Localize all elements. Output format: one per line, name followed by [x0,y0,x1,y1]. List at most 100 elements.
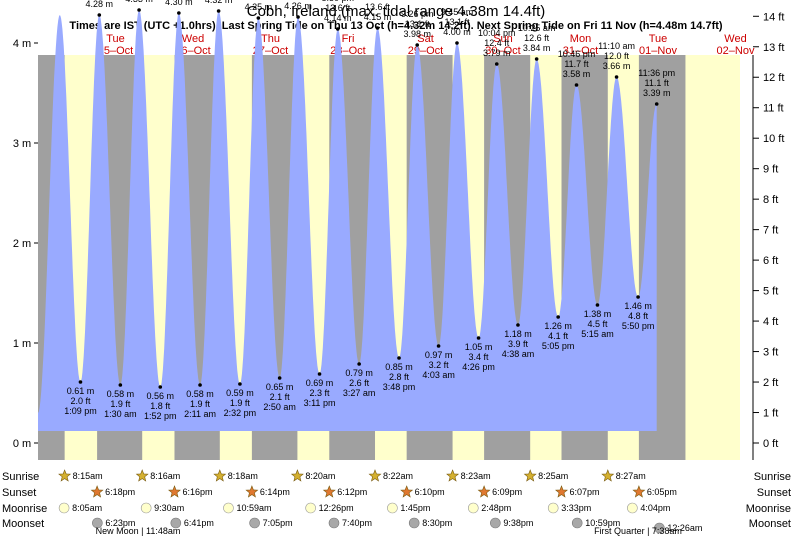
tide-label: 4.30 m [165,0,193,7]
ft-tick-label: 11 ft [763,103,784,115]
y-tick-label: 0 m [13,438,31,450]
tide-label: 1:30 am [104,409,137,419]
moonset-time: 10:59pm [585,518,620,528]
sunset-icon [245,485,259,498]
tide-label: 3:27 am [343,388,376,398]
tide-label: 4.15 m [364,12,392,22]
tide-label: 0.97 m [425,350,453,360]
tide-point [375,26,380,30]
tide-label: 3:48 pm [383,382,416,392]
moonrise-time: 4:04pm [640,503,670,513]
tide-label: 0.59 m [226,388,254,398]
tide-point [277,376,282,380]
ft-tick-label: 14 ft [763,11,784,23]
ft-tick-label: 4 ft [763,316,778,328]
tide-label: 11.1 ft [645,78,670,88]
tide-label: 1.05 m [465,342,493,352]
day-name: Wed [182,33,204,45]
tide-point [118,383,123,387]
day-name: Sun [493,33,513,45]
tide-point [216,9,221,13]
moonrise-time: 1:45pm [400,503,430,513]
day-date: 25–Oct [98,45,133,57]
tide-label: 0.56 m [147,391,175,401]
y-axis-right: 0 ft 1 ft 2 ft 3 ft 4 ft 5 ft 6 ft 7 ft 8 ft 9 ft… [752,11,784,460]
tide-label: 9:26 pm [401,9,434,19]
tide-label: 1.18 m [504,329,532,339]
tide-point [296,15,300,19]
day-date: 31–Oct [563,45,598,57]
tide-label: 13.6 ft [365,2,391,12]
tide-point [614,75,619,79]
tide-point [574,83,579,87]
tide-label: 2.8 ft [389,372,410,382]
moonset-time: 7:40pm [342,518,372,528]
tide-label: 3.2 ft [429,360,450,370]
chart-subtitle: Times are IST (UTC +1.0hrs). Last Spring… [69,20,722,32]
sunrise-icon [446,469,460,482]
ft-tick-label: 7 ft [763,225,778,237]
tide-label: 0.58 m [186,389,214,399]
moonrise-time: 12:26pm [319,503,354,513]
tide-label: 1:52 pm [144,411,177,421]
tide-point [357,362,361,366]
moon-phase-label: First Quarter | 7:38am [594,526,682,536]
tide-point [78,380,83,384]
tide-label: 2.0 ft [70,396,91,406]
row-label-left: Sunset [2,487,36,499]
ft-tick-label: 9 ft [763,164,778,176]
sunset-time: 6:12pm [337,487,367,497]
ft-tick-label: 6 ft [763,255,778,267]
row-label-right: Sunrise [754,471,791,483]
tide-label: 2.3 ft [310,388,331,398]
tide-label: 2.6 ft [349,378,370,388]
tide-point [238,382,242,386]
tide-label: 2:32 pm [224,408,257,418]
day-name: Sat [417,33,434,45]
tide-label: 4:26 pm [462,362,495,372]
tide-label: 0.61 m [67,386,95,396]
day-name: Wed [724,33,746,45]
tide-label: 3.66 m [603,61,631,71]
tide-label: 0.58 m [107,389,135,399]
day-date: 26–Oct [175,45,210,57]
tide-label: 4.5 ft [587,319,608,329]
day-name: Thu [261,33,280,45]
y-tick-label: 2 m [13,238,31,250]
sunset-time: 6:07pm [570,487,600,497]
tide-label: 4.1 ft [548,331,569,341]
day-name: Fri [342,33,355,45]
sunrise-icon [368,469,382,482]
tide-point [556,315,560,319]
tide-label: 4:03 am [422,370,455,380]
moonset-time: 12:26am [667,523,702,533]
tide-label: 4.33 m [125,0,153,4]
tide-label: 4.32 m [205,0,233,5]
sunset-time: 6:18pm [105,487,135,497]
sunrise-icon [135,469,149,482]
tide-label: 13.6 ft [325,3,351,13]
tide-point [158,385,163,389]
tide-label: 12.4 ft [484,38,510,48]
tide-point [256,16,261,20]
tide-label: 10:04 pm [478,28,516,38]
tide-label: 9:08 am [361,0,394,2]
tide-label: 0.79 m [345,368,373,378]
tide-label: 8:50 pm [322,0,355,3]
sunset-icon [477,485,491,498]
tide-point [317,372,322,376]
tide-label: 4.8 ft [628,311,649,321]
tide-label: 10:25 am [518,23,556,33]
tide-label: 12.6 ft [524,33,550,43]
ft-tick-label: 10 ft [763,133,784,145]
day-date: 02–Nov [717,45,755,57]
tide-point [335,27,340,31]
tide-label: 1.38 m [584,309,612,319]
moonset-icon [328,517,340,529]
tide-label: 1.9 ft [230,398,251,408]
sunset-time: 6:05pm [647,487,677,497]
moonset-icon [170,517,182,529]
tide-label: 13.1 ft [444,17,470,27]
moonrise-time: 3:33pm [561,503,591,513]
